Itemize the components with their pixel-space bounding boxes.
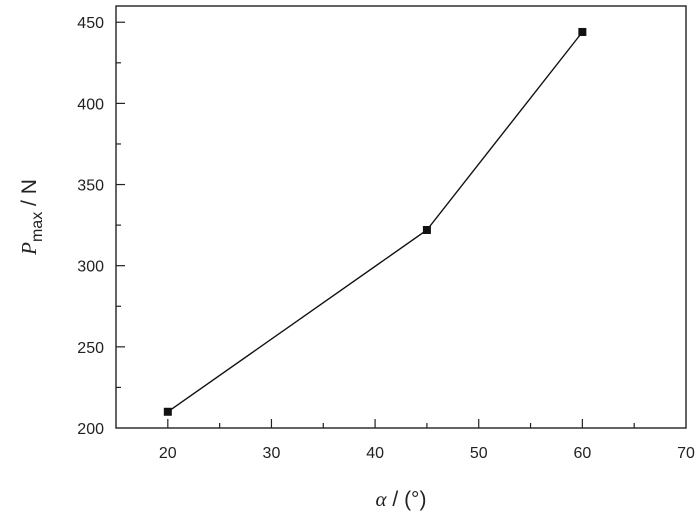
y-axis-unit: / N xyxy=(18,179,41,212)
y-axis-ticks: 200 250 300 350 400 450 xyxy=(77,15,125,438)
x-axis-unit: / (°) xyxy=(387,488,427,511)
y-tick-label: 400 xyxy=(77,96,104,113)
y-tick-label: 200 xyxy=(77,421,104,438)
x-axis-title: α / (°) xyxy=(376,487,427,511)
x-tick-label: 70 xyxy=(677,445,695,462)
y-tick-label: 450 xyxy=(77,15,104,32)
data-point xyxy=(422,225,431,234)
x-tick-label: 50 xyxy=(470,445,488,462)
series-layer xyxy=(163,27,587,416)
x-tick-label: 30 xyxy=(263,445,281,462)
y-tick-label: 250 xyxy=(77,340,104,357)
data-point xyxy=(578,27,587,36)
y-axis-symbol: P xyxy=(17,242,41,256)
x-tick-label: 60 xyxy=(573,445,591,462)
x-tick-label: 20 xyxy=(159,445,177,462)
y-axis-subscript: max xyxy=(29,212,46,242)
x-axis-ticks: 20 30 40 50 60 70 xyxy=(159,419,695,462)
y-tick-label: 300 xyxy=(77,259,104,276)
x-tick-label: 40 xyxy=(366,445,384,462)
data-point xyxy=(163,407,172,416)
plot-frame xyxy=(115,5,687,429)
x-axis-symbol: α xyxy=(376,487,388,511)
y-tick-label: 350 xyxy=(77,178,104,195)
y-axis-title: Pmax / N xyxy=(17,179,46,256)
